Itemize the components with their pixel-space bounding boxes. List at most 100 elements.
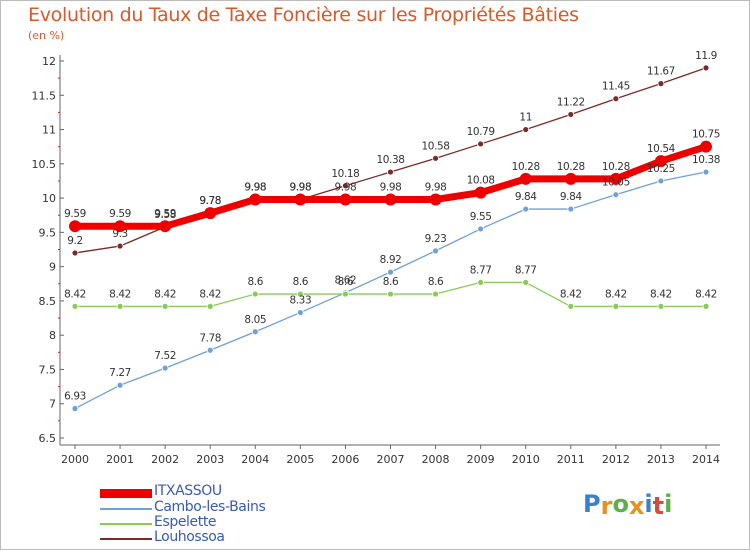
data-label-louhossoa: 11.22 (557, 96, 585, 108)
data-label-louhossoa: 10.18 (331, 168, 359, 180)
data-point-cambo-les-bains (612, 191, 620, 199)
x-tick-label: 2003 (196, 453, 224, 466)
x-tick-label: 2001 (106, 453, 134, 466)
data-point-itxassou (339, 193, 352, 206)
data-label-itxassou: 10.28 (602, 161, 630, 173)
data-label-itxassou: 9.98 (244, 181, 266, 193)
data-label-itxassou: 9.98 (380, 181, 402, 193)
data-point-itxassou (429, 193, 442, 206)
data-label-louhossoa: 9.78 (199, 195, 221, 207)
data-point-itxassou (654, 155, 667, 168)
data-point-itxassou (294, 193, 307, 206)
data-label-cambo-les-bains: 9.84 (515, 191, 537, 203)
data-label-cambo-les-bains: 10.05 (602, 177, 630, 189)
y-tick-label: 11 (42, 124, 56, 137)
legend-label-espelette: Espelette (154, 514, 217, 530)
data-point-itxassou (700, 140, 712, 153)
data-label-cambo-les-bains: 6.93 (64, 391, 86, 403)
data-point-louhossoa (432, 154, 439, 162)
data-point-espelette (71, 302, 79, 310)
x-tick-label: 2007 (377, 453, 405, 466)
data-point-espelette (702, 302, 710, 310)
data-label-cambo-les-bains: 9.84 (560, 191, 582, 203)
chart-title: Evolution du Taux de Taxe Foncière sur l… (28, 4, 579, 26)
data-label-espelette: 8.42 (605, 288, 627, 300)
data-point-espelette (206, 302, 214, 310)
logo-letter: P (583, 490, 601, 518)
data-point-cambo-les-bains (251, 328, 259, 336)
data-point-cambo-les-bains (71, 405, 79, 412)
data-point-cambo-les-bains (161, 364, 169, 372)
logo-letter: x (628, 492, 645, 520)
data-label-espelette: 8.42 (560, 288, 582, 300)
data-point-itxassou (114, 220, 127, 233)
data-point-espelette (161, 302, 169, 310)
logo-letter: t (652, 492, 665, 520)
data-point-espelette (567, 302, 575, 310)
x-tick-label: 2013 (647, 453, 675, 466)
data-point-louhossoa (116, 242, 124, 250)
data-label-cambo-les-bains: 8.92 (380, 254, 402, 266)
data-label-itxassou: 10.75 (692, 129, 720, 141)
data-point-louhossoa (657, 80, 665, 88)
x-tick-label: 2014 (692, 453, 720, 466)
data-point-cambo-les-bains (432, 247, 439, 255)
data-point-louhossoa (342, 182, 349, 190)
data-label-itxassou: 10.28 (557, 161, 585, 173)
y-tick-label: 9.5 (39, 226, 57, 239)
data-label-louhossoa: 11.9 (695, 50, 717, 62)
data-point-cambo-les-bains (567, 205, 575, 213)
x-tick-label: 2005 (286, 453, 314, 466)
data-label-louhossoa: 11 (519, 112, 532, 124)
data-label-cambo-les-bains: 9.55 (470, 211, 492, 223)
data-label-cambo-les-bains: 9.23 (425, 233, 447, 245)
data-point-louhossoa (387, 168, 394, 176)
data-label-espelette: 8.42 (64, 288, 86, 300)
legend-swatch-espelette (100, 523, 152, 525)
data-point-cambo-les-bains (387, 268, 394, 276)
data-label-cambo-les-bains: 8.33 (289, 295, 311, 307)
data-label-itxassou: 9.59 (154, 208, 176, 220)
x-tick-label: 2010 (512, 453, 540, 466)
data-point-cambo-les-bains (116, 381, 124, 389)
x-tick-label: 2004 (241, 453, 269, 466)
y-tick-label: 7.5 (39, 363, 57, 376)
y-tick-label: 9 (49, 261, 56, 274)
data-label-cambo-les-bains: 8.05 (244, 314, 266, 326)
data-label-cambo-les-bains: 10.38 (692, 154, 720, 166)
y-tick-label: 7 (49, 398, 56, 411)
data-point-louhossoa (567, 111, 575, 118)
proxiti-logo: Proxiti (583, 490, 673, 520)
data-label-espelette: 8.6 (293, 276, 309, 288)
data-point-espelette (116, 302, 124, 310)
x-tick-label: 2008 (422, 453, 450, 466)
data-point-espelette (432, 290, 439, 298)
data-point-cambo-les-bains (522, 205, 530, 213)
data-label-cambo-les-bains: 7.52 (154, 350, 176, 362)
data-point-cambo-les-bains (477, 225, 485, 233)
data-point-itxassou (564, 172, 577, 185)
data-label-itxassou: 9.59 (109, 208, 131, 220)
data-label-louhossoa: 9.58 (154, 209, 176, 221)
legend-swatch-louhossoa (100, 538, 152, 540)
legend-swatch-cambo-les-bains (100, 508, 152, 510)
data-label-itxassou: 9.78 (199, 195, 221, 207)
data-point-louhossoa (702, 64, 710, 72)
data-point-louhossoa (612, 95, 620, 103)
data-point-cambo-les-bains (702, 168, 710, 176)
logo-letter: i (664, 490, 673, 518)
x-tick-label: 2000 (61, 453, 89, 466)
y-tick-label: 6.5 (39, 432, 57, 445)
data-label-itxassou: 10.08 (467, 175, 495, 187)
data-label-espelette: 8.77 (515, 264, 537, 276)
data-point-espelette (342, 290, 349, 298)
x-tick-label: 2009 (467, 453, 495, 466)
data-point-cambo-les-bains (296, 309, 304, 316)
legend-swatch-itxassou (100, 489, 152, 498)
data-point-itxassou (474, 186, 487, 199)
data-point-louhossoa (71, 249, 79, 257)
data-label-louhossoa: 9.3 (112, 228, 128, 240)
data-label-espelette: 8.77 (470, 264, 492, 276)
data-point-espelette (387, 290, 394, 298)
